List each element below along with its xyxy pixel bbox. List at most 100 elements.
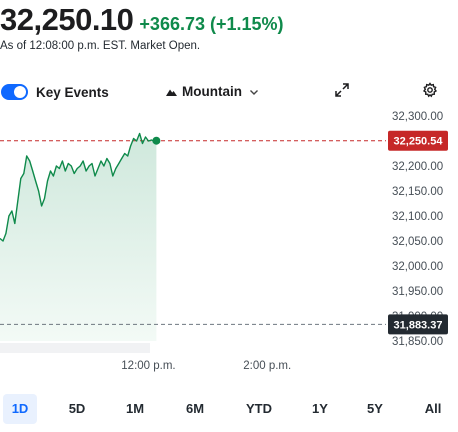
price-point — [55, 165, 57, 167]
price-point — [82, 160, 84, 162]
chart-type-label: Mountain — [182, 84, 242, 99]
price-point — [29, 160, 31, 162]
price-point — [79, 165, 81, 167]
y-tick-label: 31,850.00 — [392, 336, 443, 348]
price-point — [47, 180, 48, 182]
price-point — [38, 190, 40, 192]
price-point — [67, 163, 69, 164]
x-axis: 12:00 p.m. 2:00 p.m. — [121, 360, 291, 372]
price-point — [76, 168, 78, 169]
price-point — [8, 215, 10, 217]
price-point — [41, 205, 43, 207]
price-point — [64, 170, 66, 172]
price-point — [139, 133, 141, 134]
price-point — [26, 155, 28, 157]
price-point — [115, 168, 117, 169]
price-point — [88, 165, 90, 167]
price-point — [85, 170, 87, 172]
price-point — [35, 180, 37, 182]
mountain-icon — [166, 89, 177, 96]
price-point — [52, 175, 54, 177]
price-point — [100, 160, 102, 162]
range-tab-5d[interactable]: 5D — [68, 401, 86, 416]
price-chart[interactable]: 32,300.0032,250.0032,200.0032,150.0032,1… — [0, 106, 458, 376]
quote-header: 32,250.10 +366.73 (+1.15%) — [0, 2, 284, 37]
price-point — [61, 160, 63, 162]
price-point — [32, 170, 34, 172]
gear-icon — [422, 82, 438, 98]
price-point — [127, 155, 129, 157]
price-tags: 32,250.54 31,883.37 — [388, 130, 448, 335]
y-tick-label: 32,150.00 — [392, 186, 443, 198]
price-point — [17, 200, 19, 202]
range-tab-ytd[interactable]: YTD — [246, 401, 272, 416]
price-point — [2, 240, 4, 242]
range-tabs: 1D 5D 1M 6M YTD 1Y 5Y All — [0, 394, 458, 426]
y-tick-label: 32,100.00 — [392, 211, 443, 223]
range-tab-all[interactable]: All — [424, 401, 442, 416]
chart-type-selector[interactable]: Mountain — [166, 84, 259, 99]
x-tick-label: 12:00 p.m. — [121, 360, 175, 372]
key-events-label: Key Events — [36, 85, 109, 100]
expand-arrows-icon — [335, 83, 349, 97]
price-point — [124, 153, 126, 154]
price-point — [112, 175, 114, 177]
price-point — [118, 163, 120, 164]
price-point — [133, 138, 135, 139]
toggle-knob — [14, 86, 26, 98]
volume-band — [0, 343, 150, 353]
price-point — [5, 233, 7, 234]
y-tick-label: 32,050.00 — [392, 236, 443, 248]
price-point — [136, 140, 138, 142]
range-tab-1y[interactable]: 1Y — [312, 401, 328, 416]
price-point — [109, 163, 111, 164]
price-point — [0, 238, 1, 239]
price-point — [142, 143, 143, 144]
price-point — [11, 210, 13, 212]
y-tick-label: 31,950.00 — [392, 286, 443, 298]
chevron-down-icon — [250, 89, 258, 95]
live-price-dot — [152, 136, 161, 145]
price-change: +366.73 (+1.15%) — [139, 14, 284, 34]
price-point — [130, 145, 132, 147]
price-line — [0, 132, 157, 242]
price-point — [14, 223, 16, 224]
price-point — [73, 173, 75, 174]
range-tab-5y[interactable]: 5Y — [367, 401, 383, 416]
range-tab-1d[interactable]: 1D — [3, 394, 37, 424]
price-point — [50, 170, 51, 172]
price-point — [58, 168, 60, 169]
current-price-tag: 32,250.54 — [388, 130, 448, 151]
price-point — [44, 198, 45, 199]
price-point — [148, 140, 149, 142]
previous-close-tag-bg — [388, 314, 448, 335]
y-tick-label: 32,000.00 — [392, 261, 443, 273]
range-tab-6m[interactable]: 6M — [185, 401, 205, 416]
settings-button[interactable] — [422, 82, 438, 98]
price-area-fill — [0, 133, 157, 341]
previous-close-tag: 31,883.37 — [388, 314, 448, 335]
range-tab-1m[interactable]: 1M — [125, 401, 145, 416]
price-point — [70, 165, 72, 167]
price-point — [103, 165, 105, 167]
price-point — [94, 175, 96, 177]
key-events-toggle[interactable] — [1, 84, 28, 100]
current-price: 32,250.10 — [0, 2, 134, 37]
price-point — [106, 158, 108, 159]
current-price-tag-bg — [388, 130, 448, 151]
price-point — [23, 173, 25, 174]
previous-close-tag-text: 31,883.37 — [394, 319, 443, 331]
price-point — [97, 168, 99, 169]
x-tick-label: 2:00 p.m. — [243, 360, 291, 372]
y-tick-label: 32,300.00 — [392, 111, 443, 123]
price-point — [20, 178, 22, 179]
plot-area — [0, 132, 386, 353]
current-price-tag-text: 32,250.54 — [394, 136, 444, 148]
y-tick-label: 32,200.00 — [392, 161, 443, 173]
price-point — [121, 158, 123, 159]
as-of-timestamp: As of 12:08:00 p.m. EST. Market Open. — [0, 40, 201, 52]
price-point — [150, 139, 152, 141]
price-point — [91, 163, 93, 164]
expand-button[interactable] — [334, 82, 350, 98]
chart-controls: Key Events Mountain — [0, 80, 458, 106]
